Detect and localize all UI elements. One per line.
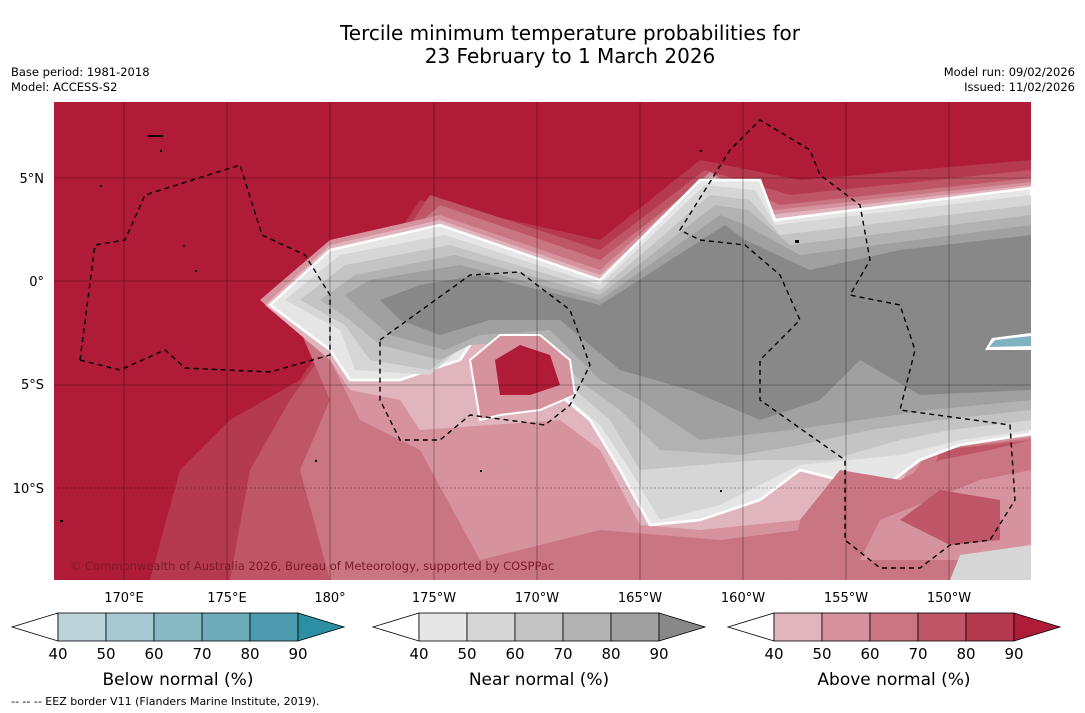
colorbar-under-triangle [371,612,420,642]
eez-footnote: -- -- -- EEZ border V11 (Flanders Marine… [11,695,320,708]
title-line-2: 23 February to 1 March 2026 [424,44,716,68]
lat-label-5s: 5°S [21,378,44,393]
above-pocket-core [495,345,560,395]
eez-borders [79,119,1016,569]
colorbar-title: Near normal (%) [469,670,609,690]
colorbar-above-normal: 40 50 60 70 80 90 Above normal (%) [726,612,1062,690]
southeast-near [950,545,1031,580]
colorbar-near-normal: 40 50 60 70 80 90 Near normal (%) [371,612,707,690]
colorbar-tick-label: 50 [812,645,831,663]
colorbar-below-normal: 40 50 60 70 80 90 Below normal (%) [10,612,346,690]
colorbar-tick-label: 90 [288,645,307,663]
colorbar-tick-label: 40 [48,645,67,663]
colorbar-tick-label: 70 [192,645,211,663]
lon-label-175w: 175°W [412,591,456,606]
colorbar-segment [610,612,660,642]
lon-label-155w: 155°W [824,591,868,606]
colorbar-segment [105,612,155,642]
colorbar-over-triangle [297,612,346,642]
colorbar-under-triangle [10,612,59,642]
colorbar-segment [201,612,251,642]
lat-label-0: 0° [29,275,44,290]
lon-label-170e: 170°E [104,591,144,606]
colorbar-tick-label: 80 [240,645,259,663]
colorbar-segment [917,612,967,642]
colorbar-segment [773,612,823,642]
colorbar-tick-label: 40 [764,645,783,663]
colorbar-tick-label: 80 [601,645,620,663]
colorbar-segment [153,612,203,642]
colorbar-over-triangle [658,612,707,642]
lon-label-170w: 170°W [515,591,559,606]
lon-label-180: 180° [314,591,345,606]
meta-right: Model run: 09/02/2026 Issued: 11/02/2026 [944,65,1075,95]
colorbar-tick-label: 90 [1004,645,1023,663]
colorbar-over-triangle [1013,612,1062,642]
island-markers [60,135,799,522]
colorbar-segment [466,612,516,642]
probability-field [54,102,1031,580]
colorbar-title: Above normal (%) [817,670,970,690]
base-period: Base period: 1981-2018 [11,65,150,79]
lon-label-175e: 175°E [207,591,247,606]
map-title: Tercile minimum temperature probabilitie… [0,22,1085,68]
colorbar-tick-label: 60 [144,645,163,663]
lat-label-10s: 10°S [13,482,44,497]
colorbar-segment [821,612,871,642]
southeast-above-dark [900,490,1000,545]
lon-label-165w: 165°W [618,591,662,606]
colorbar-segment [562,612,612,642]
meta-left: Base period: 1981-2018 Model: ACCESS-S2 [11,65,150,95]
gridlines [54,102,1031,580]
colorbar-tick-label: 50 [457,645,476,663]
colorbar-segment [57,612,107,642]
colorbar-tick-label: 70 [908,645,927,663]
lon-label-150w: 150°W [927,591,971,606]
colorbar-tick-label: 40 [409,645,428,663]
near-band-90 [380,225,1031,420]
lat-label-5n: 5°N [20,172,45,187]
colorbar-tick-label: 60 [505,645,524,663]
issued-date: Issued: 11/02/2026 [964,80,1075,94]
model-name: Model: ACCESS-S2 [11,80,118,94]
colorbar-tick-label: 90 [649,645,668,663]
model-run: Model run: 09/02/2026 [943,65,1075,79]
credit-text: © Commonwealth of Australia 2026, Bureau… [70,559,554,573]
colorbar-segment [869,612,919,642]
colorbar-segment [965,612,1015,642]
colorbar-under-triangle [726,612,775,642]
colorbar-tick-label: 50 [96,645,115,663]
colorbar-title: Below normal (%) [103,670,254,690]
colorbar-tick-label: 70 [553,645,572,663]
colorbar-segment [514,612,564,642]
colorbar-tick-label: 60 [860,645,879,663]
colorbar-segment [418,612,468,642]
below-normal-feature [989,336,1031,347]
colorbar-segment [249,612,299,642]
title-line-1: Tercile minimum temperature probabilitie… [339,21,801,45]
colorbar-tick-label: 80 [956,645,975,663]
lon-label-160w: 160°W [721,591,765,606]
